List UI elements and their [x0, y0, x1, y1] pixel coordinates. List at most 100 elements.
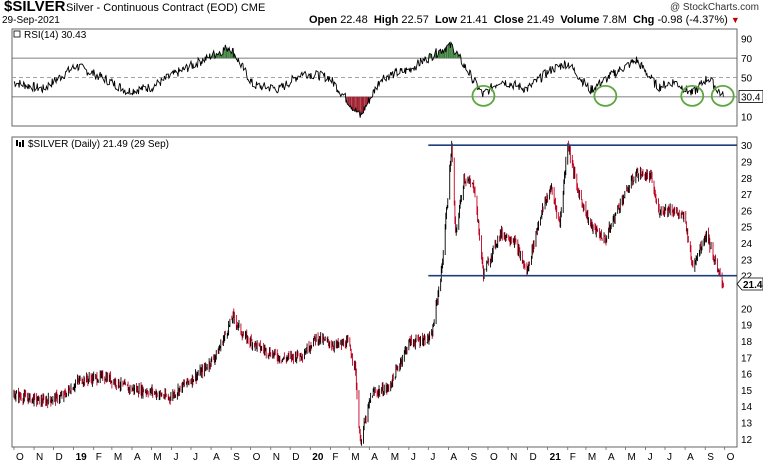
- price-layer: [13, 140, 724, 446]
- rsi-oversold-fill: [365, 96, 367, 107]
- x-tick-label: S: [233, 452, 240, 462]
- rsi-oversold-fill: [359, 96, 361, 118]
- x-tick-label: A: [608, 452, 615, 462]
- price-y-tick: 13: [741, 419, 753, 430]
- close-value: 21.49: [526, 14, 555, 26]
- price-y-tick: 23: [741, 255, 753, 266]
- x-tick-label: N: [273, 452, 280, 462]
- close-label: Close: [493, 14, 524, 26]
- price-panel-label: $SILVER (Daily) 21.49 (29 Sep): [16, 139, 169, 150]
- rsi-oversold-circle-2: [593, 85, 618, 107]
- rsi-y-tick: 50: [741, 74, 753, 85]
- overlay-layer: [428, 85, 737, 277]
- rsi-oversold-fill: [354, 96, 356, 112]
- price-current-badge: 21.4: [736, 277, 763, 291]
- price-y-tick: 14: [741, 402, 753, 413]
- rsi-label-text: RSI(14) 30.43: [24, 30, 87, 41]
- price-badge-text: 21.4: [743, 280, 763, 291]
- chg-label: Chg: [633, 14, 655, 26]
- price-legend-bar-3: [22, 140, 24, 147]
- rsi-oversold-fill: [349, 96, 351, 107]
- rsi-overbought-fill: [438, 49, 441, 59]
- x-tick-label: M: [627, 452, 635, 462]
- rsi-y-tick: 90: [741, 35, 753, 46]
- price-y-tick: 25: [741, 223, 753, 234]
- volume-label: Volume: [560, 14, 600, 26]
- rsi-badge-box: [738, 90, 763, 103]
- rsi-oversold-fill: [361, 96, 364, 115]
- price-y-tick: 30: [741, 141, 753, 152]
- x-tick-label: J: [411, 452, 416, 462]
- x-tick-label: 21: [550, 452, 562, 462]
- x-tick-label: M: [588, 452, 596, 462]
- x-tick-label: M: [351, 452, 359, 462]
- price-y-tick: 12: [741, 435, 753, 446]
- rsi-overbought-fill: [224, 48, 225, 59]
- x-tick-label: J: [648, 452, 653, 462]
- price-y-tick: 28: [741, 174, 753, 185]
- x-tick-label: J: [174, 452, 179, 462]
- price-y-tick: 17: [741, 353, 753, 364]
- symbol-title: $SILVER: [4, 0, 66, 15]
- x-tick-label: O: [727, 452, 735, 462]
- x-tick-label: 19: [76, 452, 88, 462]
- price-y-tick: 22: [741, 272, 753, 283]
- x-tick-label: M: [153, 452, 161, 462]
- rsi-oversold-fill: [356, 96, 359, 113]
- x-tick-label: A: [371, 452, 378, 462]
- rsi-oversold-fill: [352, 96, 355, 111]
- rsi-overbought-fill: [451, 43, 453, 59]
- rsi-overbought-fill: [454, 54, 455, 59]
- rsi-oversold-circle-3: [680, 85, 705, 107]
- rsi-y-tick: 10: [741, 112, 753, 123]
- x-tick-label: S: [471, 452, 478, 462]
- x-tick-label: D: [292, 452, 299, 462]
- axis-layer: 10 30 50 70 90 12 13 14 15 16 17 18 19 20 22 23 24 25 26 27…: [13, 35, 763, 462]
- low-label: Low: [435, 14, 458, 26]
- x-tick-label: A: [134, 452, 141, 462]
- x-tick-label: S: [707, 452, 714, 462]
- price-badge-box: [736, 277, 763, 291]
- rsi-overbought-fill: [220, 54, 223, 59]
- x-tick-label: O: [16, 452, 24, 462]
- open-label: Open: [309, 14, 338, 26]
- price-y-tick: 26: [741, 206, 753, 217]
- rsi-overbought-fill: [447, 42, 450, 59]
- rsi-y-tick: 70: [741, 54, 753, 65]
- rsi-layer: [12, 41, 737, 118]
- symbol-description: Silver - Continuous Contract (EOD) CME: [66, 2, 265, 14]
- x-tick-label: J: [667, 452, 672, 462]
- x-tick-label: D: [530, 452, 537, 462]
- x-tick-label: N: [510, 452, 517, 462]
- low-value: 21.41: [460, 14, 488, 26]
- volume-value: 7.8M: [602, 14, 627, 26]
- rsi-legend-swatch: [13, 30, 21, 38]
- rsi-badge-text: 30.4: [741, 92, 761, 103]
- price-y-tick: 27: [741, 190, 753, 201]
- x-tick-label: M: [114, 452, 122, 462]
- x-tick-label: N: [36, 452, 43, 462]
- high-value: 22.57: [401, 14, 429, 26]
- price-y-tick: 19: [741, 321, 753, 332]
- rsi-current-badge: 30.4: [738, 90, 763, 103]
- chg-value: -0.98 (-4.37%): [657, 14, 728, 26]
- chart-date: 29-Sep-2021: [2, 15, 60, 26]
- rsi-oversold-fill: [351, 96, 352, 109]
- stockcharts-watermark: @ StockCharts.com: [669, 2, 759, 13]
- price-y-tick: 18: [741, 337, 753, 348]
- rsi-oversold-fill: [347, 96, 348, 105]
- price-y-tick: 29: [741, 157, 753, 168]
- x-tick-label: A: [687, 452, 694, 462]
- price-y-tick: 24: [741, 239, 753, 250]
- rsi-oversold-circle-1: [471, 85, 496, 107]
- price-panel-frame: [11, 136, 738, 448]
- ohlc-summary: Open 22.48 High 22.57 Low 21.41 Close 21…: [309, 14, 740, 26]
- price-y-tick: 20: [741, 304, 753, 315]
- x-tick-label: A: [450, 452, 457, 462]
- rsi-oversold-fill: [366, 96, 369, 107]
- price-legend-bar-1: [16, 140, 18, 146]
- price-label-text: $SILVER (Daily) 21.49 (29 Sep): [28, 139, 169, 150]
- x-tick-label: F: [96, 452, 102, 462]
- x-tick-label: F: [332, 452, 338, 462]
